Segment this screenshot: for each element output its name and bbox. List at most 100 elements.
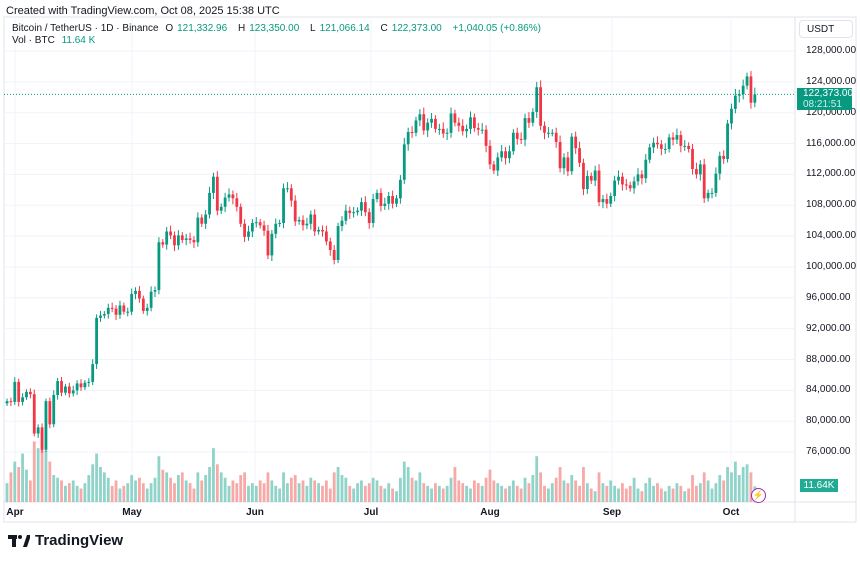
candle-body: [165, 231, 169, 245]
volume-bar: [122, 485, 126, 502]
candle-body: [324, 231, 328, 242]
volume-bar: [52, 475, 56, 502]
candle-body: [706, 192, 710, 199]
candle-body: [531, 111, 535, 123]
volume-bar: [60, 480, 63, 502]
volume-bar: [114, 480, 118, 502]
volume-bar: [679, 485, 683, 502]
volume-bar: [667, 485, 671, 502]
volume-bar: [465, 485, 469, 502]
candle-body: [457, 122, 461, 126]
volume-bar: [726, 467, 729, 502]
candle-body: [36, 427, 40, 434]
candle-body: [402, 144, 406, 180]
volume-bar: [683, 491, 687, 502]
candle-body: [695, 169, 698, 175]
volume-bar: [75, 485, 79, 502]
candle-body: [75, 383, 79, 391]
volume-bar: [134, 480, 137, 502]
candle-body: [196, 217, 200, 243]
candle-body: [578, 148, 581, 163]
candle-body: [492, 164, 496, 171]
candle-body: [32, 394, 36, 434]
volume-bar: [698, 483, 702, 502]
candle-body: [519, 138, 523, 140]
volume-bar: [332, 472, 336, 502]
volume-bar: [83, 483, 87, 502]
candle-body: [461, 125, 465, 132]
volume-bar: [9, 472, 13, 502]
current-price-badge: 122,373.00 08:21:51: [797, 88, 853, 110]
candle-body: [527, 118, 531, 123]
volume-bar: [375, 480, 379, 502]
volume-bar: [208, 467, 211, 502]
time-tick-label: Oct: [722, 507, 740, 518]
low-value: 121,066.14: [319, 23, 370, 34]
volume-bar: [243, 472, 246, 502]
volume-bar: [56, 477, 60, 502]
volume-bar: [519, 488, 523, 502]
price-tick-label: 124,000.00: [806, 75, 857, 87]
candle-body: [601, 199, 605, 203]
candle-body: [663, 148, 667, 150]
volume-bar: [585, 483, 589, 502]
candle-body: [632, 181, 636, 189]
price-tick-label: 128,000.00: [806, 45, 857, 56]
volume-bar: [145, 488, 149, 502]
candle-body: [718, 155, 722, 174]
candle-body: [469, 117, 472, 129]
candle-body: [539, 87, 543, 126]
brand-name: TradingView: [35, 532, 124, 549]
volume-bar: [149, 483, 153, 502]
volume-bar: [578, 485, 581, 502]
candle-body: [83, 382, 87, 388]
volume-bar: [562, 480, 566, 502]
candle-body: [543, 125, 546, 133]
candle-body: [161, 242, 165, 245]
candle-body: [406, 131, 410, 145]
volume-bar: [130, 475, 134, 502]
candle-body: [95, 317, 98, 365]
candle-body: [282, 188, 285, 223]
volume-bar: [67, 483, 71, 502]
candle-body: [60, 381, 63, 393]
volume-bar: [212, 448, 215, 502]
candle-body: [484, 129, 488, 146]
candle-body: [691, 148, 694, 170]
change-value: +1,040.05 (+0.86%): [452, 23, 541, 34]
candle-body: [219, 206, 223, 211]
price-tick-label: 112,000.00: [806, 168, 856, 180]
volume-bar: [395, 491, 398, 502]
volume-bar: [593, 491, 597, 502]
candle-body: [321, 229, 324, 232]
candle-body: [722, 155, 726, 159]
candle-body: [671, 137, 675, 140]
volume-bar: [566, 483, 570, 502]
candle-body: [422, 114, 426, 131]
volume-bar: [659, 488, 663, 502]
candle-body: [278, 222, 282, 224]
volume-bar: [636, 488, 640, 502]
volume-bar: [632, 477, 636, 502]
volume-bar: [624, 488, 628, 502]
volume-bar: [356, 483, 359, 502]
candle-body: [562, 157, 566, 169]
lightning-icon[interactable]: ⚡: [751, 488, 766, 503]
candle-body: [605, 199, 609, 204]
candle-body: [636, 174, 640, 182]
volume-bar: [184, 480, 188, 502]
candle-body: [617, 176, 620, 181]
currency-button[interactable]: USDT: [799, 20, 853, 38]
volume-bar: [301, 480, 305, 502]
candle-body: [122, 305, 126, 312]
volume-bar: [543, 485, 546, 502]
candle-body: [200, 217, 204, 224]
candle-body: [79, 383, 83, 388]
volume-bar: [235, 483, 239, 502]
volume-bar: [305, 485, 309, 502]
volume-bar: [118, 488, 122, 502]
volume-bar: [321, 485, 324, 502]
candle-body: [449, 113, 453, 133]
candle-body: [589, 175, 593, 181]
